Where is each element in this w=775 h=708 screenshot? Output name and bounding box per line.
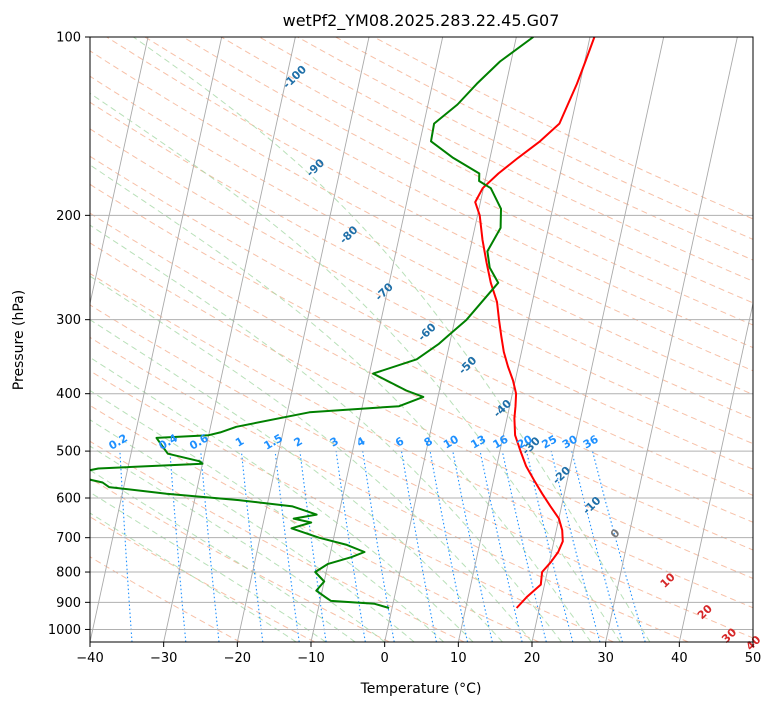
dry-adiabat-line	[220, 37, 753, 304]
moist-adiabat-line	[90, 92, 621, 642]
sounding-profiles	[90, 37, 596, 609]
chart-title: wetPf2_YM08.2025.283.22.45.G07	[283, 11, 560, 31]
y-tick-label: 100	[56, 31, 81, 46]
x-tick-label: 30	[597, 651, 614, 666]
moist-adiabat-line	[90, 164, 592, 642]
y-tick-label: 200	[56, 209, 81, 224]
y-tick-label: 500	[56, 445, 81, 460]
mixing-ratio-line	[571, 450, 623, 642]
mixing-ratio-line	[479, 450, 523, 642]
mixing-ratio-line	[501, 450, 547, 642]
y-tick-label: 900	[56, 596, 81, 611]
isotherm-line	[605, 37, 738, 642]
dry-adiabat-line	[90, 242, 753, 579]
dry-adiabat-line	[90, 440, 465, 642]
plot-frame	[89, 36, 754, 643]
plot-area	[90, 37, 753, 642]
mixing-ratio-line	[299, 451, 327, 642]
x-tick-label: −30	[150, 651, 177, 666]
mixing-ratio-line	[240, 451, 264, 642]
temperature-profile	[474, 37, 596, 609]
x-tick-label: 50	[745, 651, 762, 666]
dry-adiabat-line	[182, 37, 753, 326]
y-axis: 1000 900 800 700 600 500 400 300 200 100	[48, 31, 90, 638]
dry-adiabat-line	[90, 50, 753, 395]
dewpoint-profile	[90, 37, 534, 609]
isotherm-line	[90, 37, 223, 642]
x-tick-label: −20	[224, 651, 251, 666]
isotherm-line	[678, 301, 753, 642]
y-tick-label: 1000	[48, 623, 81, 638]
x-tick-label: 0	[381, 651, 389, 666]
mixing-ratio-line	[400, 451, 437, 642]
moist-adiabat-line	[90, 356, 474, 642]
isotherm-line	[531, 37, 665, 642]
dry-adiabats	[90, 37, 753, 642]
x-tick-label: 20	[524, 651, 541, 666]
y-tick-label: 700	[56, 531, 81, 546]
dry-adiabat-line	[90, 155, 753, 496]
dry-adiabat-line	[90, 101, 753, 445]
isotherm-line	[236, 37, 370, 642]
x-tick-label: 40	[671, 651, 688, 666]
y-tick-label: 400	[56, 387, 81, 402]
dry-adiabat-line	[90, 404, 540, 642]
dry-adiabat-line	[90, 370, 614, 642]
dry-adiabat-line	[90, 272, 753, 609]
y-tick-label: 600	[56, 492, 81, 507]
x-tick-label: 10	[450, 651, 467, 666]
dry-adiabat-line	[90, 477, 390, 642]
mixing-ratio-line	[274, 451, 300, 642]
moist-adiabat-line	[133, 37, 651, 642]
moist-adiabat-line	[90, 389, 444, 642]
moist-adiabat-line	[90, 224, 562, 642]
moist-adiabat-line	[90, 491, 326, 642]
dry-adiabat-line	[90, 212, 753, 551]
isotherm-line	[457, 37, 591, 642]
dry-adiabat-line	[90, 336, 689, 642]
isotherm-line	[163, 37, 296, 642]
mixing-ratio-lines	[119, 450, 646, 642]
isotherms	[90, 37, 753, 642]
mixing-ratio-line	[550, 450, 601, 642]
mixing-ratio-line	[200, 451, 220, 642]
dry-adiabat-line	[90, 128, 753, 470]
x-tick-label: −10	[297, 651, 324, 666]
dry-adiabat-line	[106, 37, 753, 372]
y-axis-label: Pressure (hPa)	[11, 290, 27, 390]
x-axis: −40 −30 −20 −10 0 10 20 30 40 50	[76, 642, 761, 666]
dry-adiabat-line	[90, 183, 753, 523]
pressure-gridlines	[90, 37, 753, 630]
isotherm-line	[384, 37, 517, 642]
isotherm-line	[90, 37, 149, 306]
y-tick-label: 800	[56, 566, 81, 581]
x-tick-label: −40	[76, 651, 103, 666]
mixing-ratio-line	[169, 451, 187, 642]
x-axis-label: Temperature (°C)	[360, 681, 482, 697]
mixing-ratio-line	[429, 451, 469, 642]
y-tick-label: 300	[56, 313, 81, 328]
moist-adiabat-line	[90, 275, 533, 642]
mixing-ratio-line	[452, 450, 493, 642]
